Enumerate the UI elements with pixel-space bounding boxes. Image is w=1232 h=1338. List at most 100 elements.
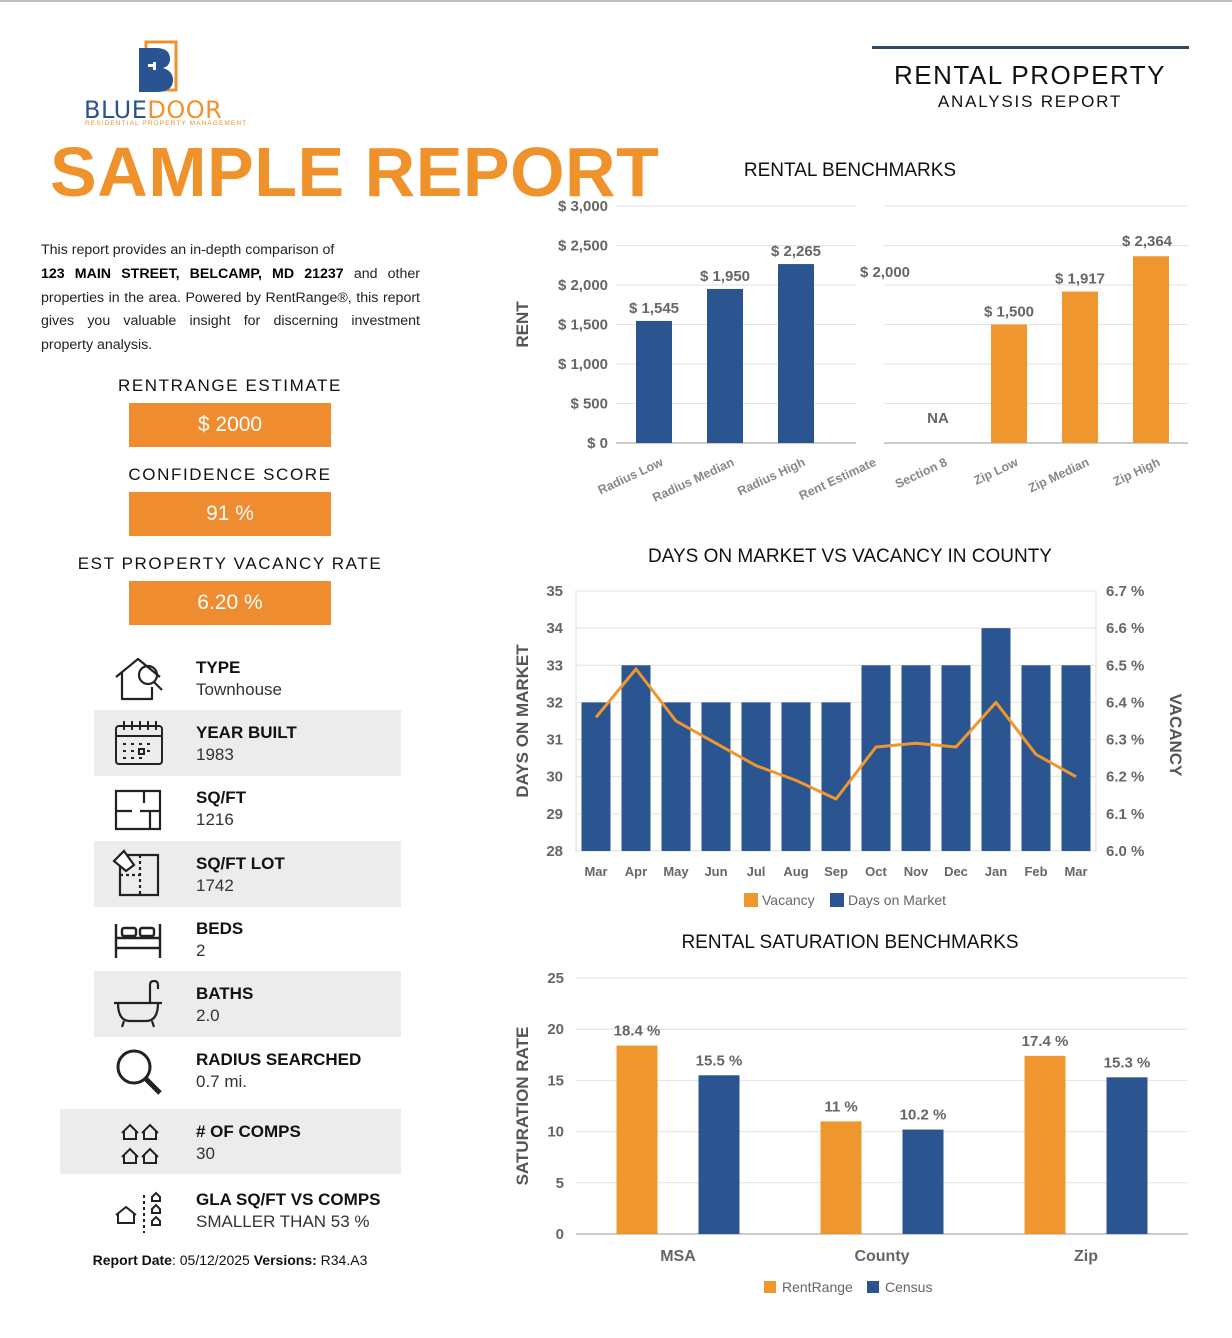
logo-wordmark: BLUEDOOR bbox=[84, 96, 223, 124]
sqft-title: SQ/FT bbox=[196, 788, 247, 807]
data-label: 11 % bbox=[824, 1098, 857, 1115]
x-tick-label: Apr bbox=[625, 864, 647, 879]
x-tick-label: Section 8 bbox=[893, 455, 949, 491]
legend-label-rentrange: RentRange bbox=[782, 1279, 853, 1295]
intro-text-start: This report provides an in-depth compari… bbox=[41, 242, 335, 258]
bar bbox=[901, 665, 931, 851]
y-tick-label: $ 2,500 bbox=[558, 238, 608, 255]
report-title: RENTAL PROPERTY bbox=[894, 60, 1166, 90]
sqft-lot-title: SQ/FT LOT bbox=[196, 854, 285, 873]
axis-break bbox=[856, 204, 884, 444]
y-tick-label: $ 3,000 bbox=[558, 198, 608, 215]
y-axis-label: RENT bbox=[513, 301, 532, 348]
y2-axis-label: VACANCY bbox=[1166, 694, 1185, 777]
lot-plan-icon bbox=[112, 849, 160, 897]
bar bbox=[941, 665, 971, 851]
data-label: $ 1,500 bbox=[984, 304, 1034, 321]
door-logo-icon bbox=[139, 40, 178, 92]
y-axis-label: DAYS ON MARKET bbox=[513, 644, 532, 798]
legend-swatch-rentrange bbox=[764, 1281, 776, 1293]
intro-text-end: and other properties in the area. Powere… bbox=[41, 265, 420, 354]
vacancy-rate-value: 6.20 % bbox=[129, 581, 331, 625]
y-tick-label: 33 bbox=[546, 657, 563, 674]
x-tick-label: Jul bbox=[747, 864, 766, 879]
x-tick-label: May bbox=[663, 864, 689, 879]
y-tick-label: 0 bbox=[556, 1226, 564, 1243]
y-tick-label: 30 bbox=[546, 769, 563, 786]
year-built-row: YEAR BUILT 1983 bbox=[94, 710, 401, 776]
y2-tick-label: 6.0 % bbox=[1106, 843, 1144, 860]
y-tick-label: 10 bbox=[547, 1124, 564, 1141]
confidence-score-value: 91 % bbox=[129, 492, 331, 536]
bar bbox=[1106, 1077, 1148, 1234]
radius-row: RADIUS SEARCHED 0.7 mi. bbox=[94, 1037, 401, 1103]
y2-tick-label: 6.5 % bbox=[1106, 657, 1144, 674]
y2-tick-label: 6.7 % bbox=[1106, 583, 1144, 600]
bar bbox=[1061, 665, 1091, 851]
x-tick-label: Oct bbox=[865, 864, 887, 879]
version-value: R34.A3 bbox=[316, 1252, 368, 1268]
y2-tick-label: 6.4 % bbox=[1106, 694, 1144, 711]
y2-tick-label: 6.3 % bbox=[1106, 732, 1144, 749]
sqft-row: SQ/FT 1216 bbox=[94, 775, 401, 841]
bar bbox=[621, 665, 651, 851]
data-label: 17.4 % bbox=[1022, 1033, 1069, 1050]
data-label: NA bbox=[927, 410, 949, 427]
bar bbox=[636, 320, 672, 443]
legend-label-vacancy: Vacancy bbox=[762, 892, 815, 908]
data-label: 15.5 % bbox=[696, 1052, 743, 1069]
bar bbox=[821, 702, 851, 851]
gla-value: SMALLER THAN 53 % bbox=[196, 1212, 370, 1231]
top-border bbox=[0, 0, 1232, 2]
beds-row: BEDS 2 bbox=[94, 906, 401, 972]
y-tick-label: $ 0 bbox=[587, 435, 608, 452]
year-built-value: 1983 bbox=[196, 745, 234, 764]
y-tick-label: 31 bbox=[546, 732, 563, 749]
y2-tick-label: 6.1 % bbox=[1106, 806, 1144, 823]
vacancy-line bbox=[594, 667, 1077, 801]
x-tick-label: Dec bbox=[944, 864, 968, 879]
bar bbox=[991, 324, 1027, 443]
bar bbox=[707, 288, 743, 443]
version-label: Versions: bbox=[253, 1252, 317, 1268]
y-tick-label: 28 bbox=[546, 843, 563, 860]
legend-label-days: Days on Market bbox=[848, 892, 946, 908]
gla-title: GLA SQ/FT VS COMPS bbox=[196, 1190, 381, 1209]
x-tick-label: Jun bbox=[704, 864, 727, 879]
bar bbox=[1021, 665, 1051, 851]
radius-title: RADIUS SEARCHED bbox=[196, 1050, 362, 1069]
property-address: 123 MAIN STREET, BELCAMP, MD 21237 bbox=[41, 265, 344, 282]
legend-swatch-census bbox=[867, 1281, 879, 1293]
bar bbox=[778, 264, 814, 443]
data-label: 10.2 % bbox=[900, 1107, 947, 1124]
x-tick-label: Zip Low bbox=[972, 455, 1021, 488]
comps-title: # OF COMPS bbox=[196, 1122, 301, 1141]
house-search-icon bbox=[115, 657, 163, 701]
x-tick-label: MSA bbox=[660, 1248, 696, 1265]
y-tick-label: 29 bbox=[546, 806, 563, 823]
x-tick-label: Mar bbox=[1064, 864, 1087, 879]
bar bbox=[981, 628, 1011, 851]
days-on-market-title: DAYS ON MARKET VS VACANCY IN COUNTY bbox=[647, 546, 1052, 567]
report-subtitle: ANALYSIS REPORT bbox=[937, 92, 1123, 111]
property-type-title: TYPE bbox=[196, 658, 241, 677]
y2-tick-label: 6.2 % bbox=[1106, 769, 1144, 786]
x-tick-label: Mar bbox=[584, 864, 607, 879]
legend-swatch-days bbox=[830, 893, 844, 907]
baths-row: BATHS 2.0 bbox=[94, 971, 401, 1037]
floorplan-icon bbox=[114, 789, 162, 831]
comps-value: 30 bbox=[196, 1144, 215, 1163]
y-tick-label: 20 bbox=[547, 1021, 564, 1038]
y-tick-label: 35 bbox=[546, 583, 563, 600]
x-tick-label: Zip Median bbox=[1026, 455, 1091, 495]
y-tick-label: 5 bbox=[556, 1175, 564, 1192]
rentrange-estimate-value: $ 2000 bbox=[129, 403, 331, 447]
x-tick-label: Radius High bbox=[735, 455, 807, 499]
report-date-line: Report Date: 05/12/2025 Versions: R34.A3 bbox=[0, 1252, 460, 1268]
x-tick-label: Zip bbox=[1074, 1248, 1098, 1265]
x-tick-label: Nov bbox=[904, 864, 929, 879]
y-tick-label: 32 bbox=[546, 694, 563, 711]
y2-tick-label: 6.6 % bbox=[1106, 620, 1144, 637]
bar bbox=[902, 1129, 944, 1234]
bar bbox=[661, 702, 691, 851]
